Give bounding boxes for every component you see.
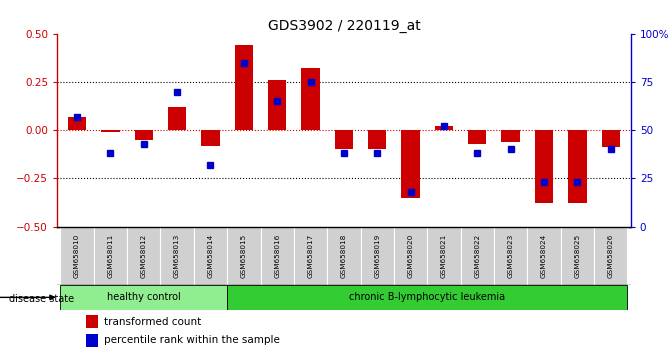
Bar [561, 227, 594, 285]
Text: GSM658026: GSM658026 [608, 234, 614, 278]
Bar [535, 130, 553, 204]
Bar [60, 285, 227, 310]
Bar [194, 227, 227, 285]
Text: transformed count: transformed count [104, 316, 201, 327]
Bar [135, 130, 153, 140]
Text: GSM658010: GSM658010 [74, 234, 80, 278]
Text: GSM658016: GSM658016 [274, 234, 280, 278]
Text: GSM658015: GSM658015 [241, 234, 247, 278]
Bar [335, 130, 353, 149]
Text: percentile rank within the sample: percentile rank within the sample [104, 335, 280, 346]
Bar [401, 130, 420, 198]
Text: GSM658013: GSM658013 [174, 234, 180, 278]
Bar [294, 227, 327, 285]
Bar [327, 227, 360, 285]
Text: disease state: disease state [9, 294, 74, 304]
Text: GSM658012: GSM658012 [141, 234, 147, 278]
Bar [460, 227, 494, 285]
Text: GSM658021: GSM658021 [441, 234, 447, 278]
Bar [86, 334, 99, 347]
Text: GSM658024: GSM658024 [541, 234, 547, 278]
Bar [227, 227, 260, 285]
Text: GSM658014: GSM658014 [207, 234, 213, 278]
Bar [68, 116, 86, 130]
Bar [602, 130, 620, 148]
Text: GSM658022: GSM658022 [474, 234, 480, 278]
Bar [60, 227, 94, 285]
Text: GSM658023: GSM658023 [508, 234, 514, 278]
Text: GSM658018: GSM658018 [341, 234, 347, 278]
Bar [368, 130, 386, 149]
Bar [168, 107, 187, 130]
Text: GSM658025: GSM658025 [574, 234, 580, 278]
Text: healthy control: healthy control [107, 292, 180, 302]
Bar [360, 227, 394, 285]
Bar [235, 45, 253, 130]
Bar [427, 227, 460, 285]
Bar [101, 130, 119, 132]
Bar [435, 126, 453, 130]
Text: GSM658020: GSM658020 [407, 234, 413, 278]
Bar [86, 315, 99, 328]
Text: chronic B-lymphocytic leukemia: chronic B-lymphocytic leukemia [349, 292, 505, 302]
Title: GDS3902 / 220119_at: GDS3902 / 220119_at [268, 19, 420, 33]
Bar [227, 285, 627, 310]
Bar [260, 227, 294, 285]
Bar [394, 227, 427, 285]
Text: GSM658011: GSM658011 [107, 234, 113, 278]
Bar [94, 227, 127, 285]
Bar [501, 130, 520, 142]
Bar [494, 227, 527, 285]
Bar [527, 227, 561, 285]
Bar [201, 130, 219, 145]
Bar [127, 227, 160, 285]
Text: GSM658017: GSM658017 [307, 234, 313, 278]
Bar [301, 68, 319, 130]
Bar [468, 130, 486, 144]
Bar [594, 227, 627, 285]
Bar [268, 80, 287, 130]
Bar [160, 227, 194, 285]
Text: GSM658019: GSM658019 [374, 234, 380, 278]
Bar [568, 130, 586, 204]
